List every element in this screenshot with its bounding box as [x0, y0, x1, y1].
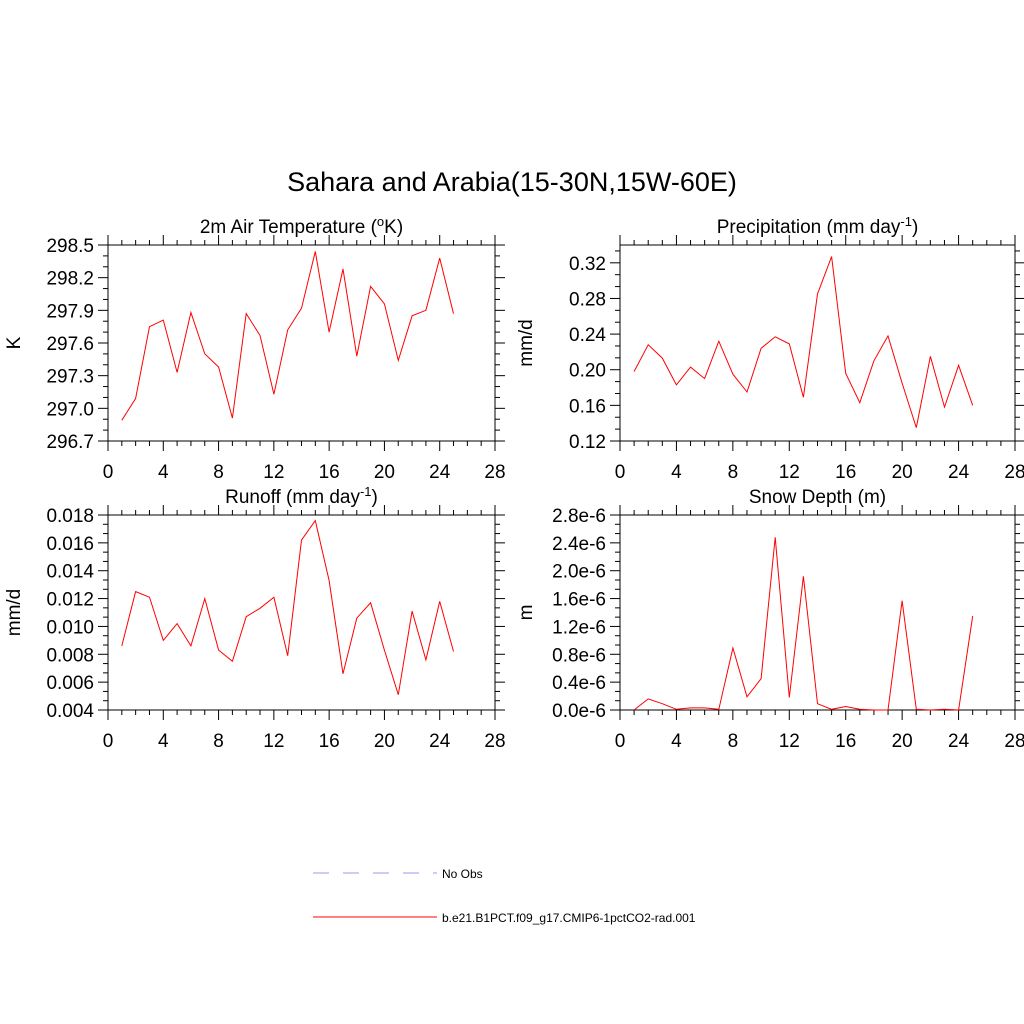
- y-tick-label: 0.4e-6: [552, 673, 606, 694]
- y-tick-label: 0.12: [569, 432, 606, 453]
- series-line: [633, 537, 974, 711]
- legend: No Obs b.e21.B1PCT.f09_g17.CMIP6-1pctCO2-…: [313, 867, 696, 925]
- x-tick-label: 12: [263, 462, 284, 483]
- y-tick-label: 0.014: [46, 562, 94, 583]
- x-tick-label: 8: [728, 731, 739, 752]
- y-tick-label: 297.9: [46, 301, 94, 322]
- y-tick-label: 298.2: [46, 269, 94, 290]
- x-tick-label: 28: [484, 462, 505, 483]
- y-tick-label: 297.3: [46, 367, 94, 388]
- chart-panel-2: Precipitation (mm day-1) mm/d 0 4 8 12 16 20 24 2…: [516, 214, 1024, 483]
- figure-title: Sahara and Arabia(15-30N,15W-60E): [287, 167, 737, 197]
- y-tick-label: 0.28: [569, 289, 606, 310]
- x-tick-label: 0: [103, 462, 114, 483]
- y-tick-label: 0.016: [46, 534, 94, 555]
- x-tick-label: 20: [374, 462, 395, 483]
- panel-title-suffix: ): [372, 487, 378, 508]
- y-tick-label: 0.0e-6: [552, 701, 606, 722]
- legend-label-1: No Obs: [442, 867, 483, 881]
- y-axis-label: mm/d: [516, 319, 537, 367]
- x-tick-label: 8: [213, 462, 224, 483]
- x-tick-label: 4: [671, 462, 682, 483]
- chart-panel-1: 2m Air Temperature (oK) K 0 4 8 12 16 20 24 28 296…: [4, 214, 506, 483]
- x-tick-label: 16: [835, 731, 856, 752]
- series-line: [121, 519, 454, 695]
- panel-title-suffix: K): [384, 217, 403, 238]
- y-tick-label: 2.8e-6: [552, 506, 606, 527]
- y-tick-label: 2.0e-6: [552, 562, 606, 583]
- x-tick-label: 8: [728, 462, 739, 483]
- x-tick-label: 28: [484, 731, 505, 752]
- y-tick-label: 0.006: [46, 673, 94, 694]
- chart-panel-3: Runoff (mm day-1) mm/d 0 4 8 12 16 20 24 28 0.004 0…: [4, 484, 506, 752]
- y-tick-label: 0.012: [46, 590, 94, 611]
- x-tick-label: 24: [948, 462, 970, 483]
- x-tick-label: 24: [429, 731, 451, 752]
- y-tick-label: 0.32: [569, 254, 606, 275]
- y-tick-label: 0.8e-6: [552, 645, 606, 666]
- x-tick-label: 12: [779, 462, 800, 483]
- chart-panel-4: Snow Depth (m) m 0 4 8 12 16 20 24 28 0.0e-6 0.4e-6…: [516, 487, 1024, 752]
- x-tick-label: 20: [892, 462, 913, 483]
- x-tick-label: 16: [835, 462, 856, 483]
- y-tick-label: 0.24: [569, 325, 606, 346]
- x-tick-label: 0: [615, 731, 626, 752]
- y-tick-label: 0.018: [46, 506, 94, 527]
- y-tick-label: 297.0: [46, 399, 94, 420]
- panel-title-text: 2m Air Temperature (: [200, 217, 378, 238]
- x-tick-label: 24: [429, 462, 451, 483]
- panel-title-superscript: -1: [360, 484, 372, 499]
- y-axis-label: mm/d: [4, 589, 25, 637]
- panel-title-suffix: ): [912, 217, 918, 238]
- x-tick-label: 0: [615, 462, 626, 483]
- legend-label-2: b.e21.B1PCT.f09_g17.CMIP6-1pctCO2-rad.00…: [442, 911, 696, 925]
- series-line: [633, 256, 974, 428]
- y-tick-label: 0.20: [569, 361, 606, 382]
- panel-title: 2m Air Temperature (oK): [200, 214, 403, 238]
- panel-title-text: Snow Depth (m): [749, 487, 886, 508]
- plot-frame: [619, 244, 1016, 442]
- panel-title-text: Runoff (mm day: [225, 487, 360, 508]
- x-tick-label: 12: [779, 731, 800, 752]
- x-tick-label: 4: [158, 462, 169, 483]
- y-tick-label: 0.16: [569, 396, 606, 417]
- panel-title: Runoff (mm day-1): [225, 484, 378, 508]
- panel-title-superscript: -1: [900, 214, 912, 229]
- y-tick-label: 0.010: [46, 617, 94, 638]
- y-tick-label: 298.5: [46, 236, 94, 257]
- panel-title-text: Precipitation (mm day: [717, 217, 901, 238]
- y-tick-label: 296.7: [46, 432, 94, 453]
- plot-frame: [107, 244, 496, 442]
- x-tick-label: 8: [213, 731, 224, 752]
- x-tick-label: 20: [374, 731, 395, 752]
- y-tick-label: 1.6e-6: [552, 590, 606, 611]
- plot-frame: [619, 514, 1016, 711]
- panel-title: Snow Depth (m): [749, 487, 886, 508]
- panel-title-superscript: o: [377, 214, 384, 229]
- y-tick-label: 0.004: [46, 701, 94, 722]
- y-tick-label: 0.008: [46, 645, 94, 666]
- x-tick-label: 28: [1004, 731, 1024, 752]
- y-axis-label: K: [4, 336, 25, 349]
- x-tick-label: 24: [948, 731, 970, 752]
- y-tick-label: 1.2e-6: [552, 617, 606, 638]
- y-axis-label: m: [516, 605, 537, 621]
- x-tick-label: 4: [671, 731, 682, 752]
- x-tick-label: 0: [103, 731, 114, 752]
- x-tick-label: 16: [319, 731, 340, 752]
- x-tick-label: 12: [263, 731, 284, 752]
- x-tick-label: 28: [1004, 462, 1024, 483]
- series-line: [121, 251, 454, 421]
- panel-title: Precipitation (mm day-1): [717, 214, 919, 238]
- y-tick-label: 297.6: [46, 334, 94, 355]
- y-tick-label: 2.4e-6: [552, 534, 606, 555]
- panels: 2m Air Temperature (oK) K 0 4 8 12 16 20 24 28 296…: [4, 214, 1024, 752]
- x-tick-label: 20: [892, 731, 913, 752]
- x-tick-label: 4: [158, 731, 169, 752]
- x-tick-label: 16: [319, 462, 340, 483]
